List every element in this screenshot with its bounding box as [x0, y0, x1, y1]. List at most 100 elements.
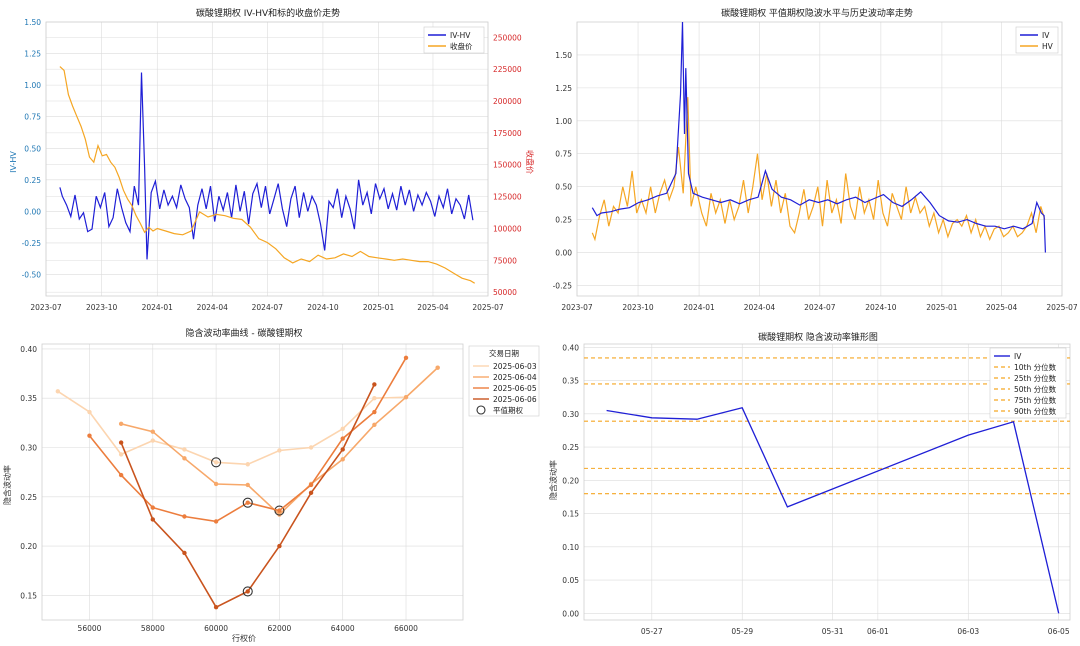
- y-tick-label: 0.25: [20, 493, 37, 502]
- y-tick-label: 1.50: [555, 51, 572, 60]
- legend-box: [1015, 26, 1059, 54]
- y-tick-label-right: 200000: [493, 97, 522, 106]
- x-tick-label: 2024-04: [744, 303, 776, 312]
- series-line-close-price: [59, 66, 476, 284]
- chart-iv-cone: 碳酸锂期权 隐含波动率锥形图 隐含波动率 05-27 05-29 05-31 06-0…: [548, 331, 1071, 636]
- plot-frame: [45, 21, 489, 297]
- x-tick-label: 2024-07: [252, 303, 284, 312]
- smile-point: [182, 447, 187, 452]
- legend-label: HV: [1042, 42, 1054, 51]
- y-tick-label: 0.35: [562, 377, 579, 386]
- smile-point: [372, 396, 377, 401]
- series-line-iv: [606, 407, 1060, 614]
- x-tick-label: 05-31: [822, 627, 844, 636]
- x-tick-label: 2023-10: [86, 303, 118, 312]
- smile-point: [118, 452, 124, 457]
- smile-point: [55, 389, 61, 394]
- smile-point: [435, 365, 440, 370]
- y-tick-label: 0.20: [20, 542, 37, 551]
- smile-point: [372, 422, 377, 428]
- atm-marker: [242, 586, 253, 597]
- atm-marker: [211, 457, 222, 468]
- y-axis-label: 隐含波动率: [2, 465, 12, 505]
- y-tick-label: -0.25: [553, 281, 573, 290]
- y-tick-label-left: 1.00: [24, 81, 41, 90]
- y-tick-label-left: 0.25: [24, 176, 41, 185]
- y-tick-label-left: 1.25: [24, 50, 41, 59]
- y-tick-label: 0.05: [562, 576, 579, 585]
- x-tick-label: 2024-04: [197, 303, 229, 312]
- x-tick-label: 2025-04: [417, 303, 449, 312]
- y-tick-label-left: 0.50: [24, 144, 41, 153]
- x-tick-label: 06-01: [867, 627, 889, 636]
- smile-point: [277, 512, 282, 517]
- y-tick-label-right: 175000: [493, 129, 522, 138]
- x-tick-label: 56000: [78, 624, 102, 633]
- legend-box: [989, 347, 1067, 419]
- plot-frame: [41, 343, 464, 621]
- chart-title: 碳酸锂期权 IV-HV和标的收盘价走势: [196, 7, 340, 19]
- x-tick-label: 2023-07: [561, 303, 593, 312]
- series-line-iv: [591, 21, 1046, 253]
- x-tick-label: 05-27: [641, 627, 663, 636]
- chart-title: 隐含波动率曲线 - 碳酸锂期权: [186, 327, 303, 339]
- y-tick-label-right: 250000: [493, 33, 522, 42]
- y-tick-label-left: 0.75: [24, 113, 41, 122]
- smile-point: [182, 550, 187, 556]
- legend-title: 交易日期: [489, 348, 519, 358]
- y-tick-label: 0.30: [20, 444, 37, 453]
- y-tick-label: 1.00: [555, 117, 572, 126]
- smile-point: [403, 395, 409, 400]
- smile-point: [277, 543, 282, 549]
- y-tick-label: 0.20: [562, 476, 579, 485]
- x-tick-label: 2025-07: [1046, 303, 1078, 312]
- y-axis-label: 隐含波动率: [548, 460, 558, 500]
- y-tick-label-right: 150000: [493, 161, 522, 170]
- chart-iv-hv: 碳酸锂期权 平值期权隐波水平与历史波动率走势 2023-07 2023-10 202…: [553, 7, 1078, 312]
- smile-point: [245, 482, 250, 488]
- series-line-iv-hv: [59, 72, 474, 260]
- y-tick-label: 0.25: [562, 443, 579, 452]
- x-tick-label: 2024-10: [865, 303, 897, 312]
- y-tick-label: 0.50: [555, 183, 572, 192]
- y-tick-label: 0.75: [555, 150, 572, 159]
- legend-label: 2025-06-04: [493, 373, 537, 382]
- smile-point: [340, 457, 345, 462]
- chart-iv-smile: 隐含波动率曲线 - 碳酸锂期权 行权价 隐含波动率 56000 58000 6000…: [2, 327, 540, 643]
- legend-label: 50th 分位数: [1014, 384, 1057, 394]
- smile-line: [120, 384, 376, 609]
- legend-label: 收盘价: [450, 41, 473, 51]
- y-tick-label-right: 100000: [493, 224, 522, 233]
- series-line-hv: [591, 97, 1046, 242]
- y-tick-label: 0.40: [562, 343, 579, 352]
- smile-line: [57, 367, 439, 466]
- y-tick-label-right: 225000: [493, 65, 522, 74]
- y-tick-label: 0.10: [562, 543, 579, 552]
- x-tick-label: 2025-04: [986, 303, 1018, 312]
- legend-label: IV: [1042, 31, 1050, 40]
- smile-point: [213, 460, 219, 465]
- smile-point: [245, 462, 250, 467]
- y-tick-label: 0.40: [20, 345, 37, 354]
- smile-point: [340, 426, 345, 431]
- y-tick-label: 0.25: [555, 216, 572, 225]
- plot-frame: [583, 343, 1071, 621]
- smile-point: [340, 436, 345, 441]
- x-tick-label: 2024-01: [142, 303, 174, 312]
- legend-swatch-atm: [476, 405, 486, 415]
- smile-point: [150, 505, 155, 510]
- y-tick-label-right: 125000: [493, 193, 522, 202]
- x-tick-label: 2024-07: [804, 303, 836, 312]
- legend-label: 2025-06-05: [493, 384, 537, 393]
- smile-point: [245, 500, 250, 505]
- legend-box: [423, 26, 485, 54]
- y-tick-label: 0.00: [562, 609, 579, 618]
- legend-label: 平值期权: [493, 405, 523, 415]
- chart-title: 碳酸锂期权 平值期权隐波水平与历史波动率走势: [721, 7, 913, 19]
- smile-point: [277, 448, 282, 453]
- legend-label: 10th 分位数: [1014, 362, 1057, 372]
- smile-point: [308, 490, 314, 496]
- smile-point: [403, 355, 409, 360]
- y-tick-label-left: 0.00: [24, 207, 41, 216]
